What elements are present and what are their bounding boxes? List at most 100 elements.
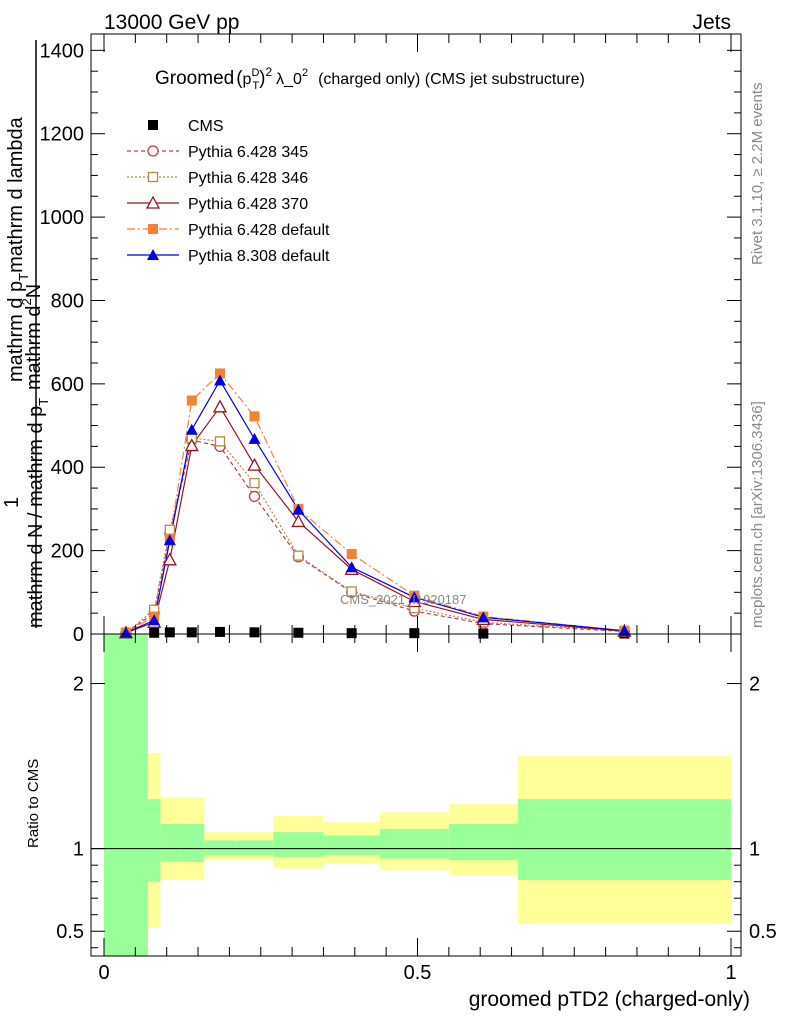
series-point-cms <box>214 626 225 637</box>
ratio-bands <box>91 634 741 956</box>
title-pt-sup: D <box>251 67 259 79</box>
ratio-band-inner <box>379 828 449 859</box>
series-point-p370 <box>291 514 306 528</box>
ratio-plot-frame <box>90 633 742 957</box>
series-point-p370 <box>162 552 177 566</box>
header-left: 13000 GeV pp <box>104 11 239 34</box>
x-axis-label: groomed pTD2 (charged-only) <box>469 988 750 1011</box>
ratio-band-inner <box>104 634 148 956</box>
ratio-y-tick-label: 2 <box>73 674 84 696</box>
legend-label-p345: Pythia 6.428 345 <box>188 144 308 161</box>
axis-tick-labels: 0 200 400 600 800 1000 1200 1400 0.5 0.5 1 1 2 2 0 0.5 1 <box>40 40 777 984</box>
legend-marker-p370 <box>145 195 161 209</box>
series-point-p8def <box>618 624 631 636</box>
series-point-p370 <box>247 457 262 471</box>
title-rest: (charged only) (CMS jet substructure) <box>318 71 585 88</box>
ylabel-top-c: mathrm d p <box>5 281 27 382</box>
main-y-tick-label: 1200 <box>40 124 85 146</box>
series-point-cms <box>293 627 304 638</box>
plot-title: Groomed (pD T)2 λ_02 (charged only) (CMS jet… <box>155 65 585 92</box>
series-point-p8def <box>213 374 226 386</box>
title-pt-sub: T <box>252 80 259 92</box>
legend-marker-p6def <box>148 224 158 234</box>
series-point-p8def <box>163 534 176 546</box>
ratio-band-inner <box>517 799 731 881</box>
series-point-p345 <box>248 490 261 503</box>
legend-label-p6def: Pythia 6.428 default <box>188 222 330 239</box>
ratio-band-inner <box>160 823 180 862</box>
legend-label-p8def: Pythia 8.308 default <box>188 248 330 265</box>
title-lambda-sup: 2 <box>302 67 308 79</box>
series-point-p370 <box>184 438 199 452</box>
series-point-p346 <box>164 524 175 535</box>
ratio-band-inner <box>273 832 324 857</box>
series-point-p346 <box>346 586 357 597</box>
legend-marker-cms <box>148 120 158 130</box>
ratio-band-inner <box>448 823 518 861</box>
series-point-p8def <box>185 423 198 435</box>
main-y-tick-label: 400 <box>51 457 84 479</box>
series-point-cms <box>164 627 175 638</box>
ratio-y-tick-label-right: 1 <box>749 839 760 861</box>
series-point-cms <box>346 628 357 639</box>
ylabel-bottom-sub: T <box>36 398 51 406</box>
ratio-band-inner <box>323 835 380 856</box>
series-point-p346 <box>293 550 304 561</box>
legend-label-cms: CMS <box>188 118 224 135</box>
ratio-band-inner <box>235 840 274 856</box>
series-point-p8def <box>345 561 358 573</box>
main-ylabel-upper: mathrm d pTmathrm d lambda <box>5 116 31 382</box>
main-y-tick-label: 1400 <box>40 40 85 62</box>
series-point-p8def <box>408 591 421 603</box>
series-point-cms <box>186 627 197 638</box>
series-point-p8def <box>148 614 161 626</box>
ylabel-top-a: mathrm d <box>23 306 45 390</box>
title-main: Groomed <box>155 68 234 89</box>
series-point-p6def <box>186 395 197 406</box>
ylabel-top-b: N <box>23 284 45 298</box>
legend-marker-p8def <box>147 249 159 260</box>
series-point-p8def <box>248 432 261 444</box>
axis-ticks <box>91 34 741 956</box>
series-point-p6def <box>346 548 357 559</box>
main-y-tick-label: 200 <box>51 541 84 563</box>
watermark: CMS_2021_I1920187 <box>340 592 467 607</box>
rivet-label: Rivet 3.1.10, ≥ 2.2M events <box>749 83 766 266</box>
legend-marker-p346 <box>147 171 159 183</box>
main-y-tick-label: 1000 <box>40 207 85 229</box>
x-tick-label: 0.5 <box>404 962 432 984</box>
series-point-cms <box>149 627 160 638</box>
ratio-ylabel: Ratio to CMS <box>25 759 42 848</box>
legend-marker-p345 <box>147 145 159 157</box>
main-series-markers <box>118 368 632 639</box>
legend-label-p346: Pythia 6.428 346 <box>188 170 308 187</box>
ylabel-top-d: mathrm d lambda <box>5 116 27 272</box>
series-point-p6def <box>249 411 260 422</box>
series-point-p6def <box>214 368 225 379</box>
series-point-p8def <box>292 503 305 515</box>
ratio-y-tick-label-right: 0.5 <box>749 921 777 943</box>
series-point-p346 <box>249 477 260 489</box>
series-point-cms <box>409 628 420 639</box>
ratio-band-inner <box>204 840 236 856</box>
series-line-p346 <box>125 437 625 634</box>
main-y-tick-label: 0 <box>73 624 84 646</box>
x-tick-label: 1 <box>725 962 736 984</box>
svg-text:mathrm d N / mathrm d pT: mathrm d N / mathrm d pT <box>25 398 51 628</box>
ratio-y-tick-label-right: 2 <box>749 674 760 696</box>
title-pt: p <box>243 71 252 88</box>
series-point-cms <box>249 627 260 638</box>
legend: CMS Pythia 6.428 345 Pythia 6.428 346 Pythi… <box>127 118 330 265</box>
legend-label-p370: Pythia 6.428 370 <box>188 196 308 213</box>
ratio-y-tick-label: 1 <box>73 839 84 861</box>
main-y-tick-label: 800 <box>51 290 84 312</box>
header-right: Jets <box>692 11 731 34</box>
ylabel-top-c-sub: T <box>16 273 31 281</box>
ratio-y-tick-label: 0.5 <box>56 921 84 943</box>
mcplots-label: mcplots.cern.ch [arXiv:1306.3436] <box>749 401 766 628</box>
series-point-p370 <box>212 399 228 413</box>
ylabel-top-a-sup: 2 <box>19 298 34 305</box>
svg-text:mathrm d pTmathrm d lambda: mathrm d pTmathrm d lambda <box>5 116 31 382</box>
title-lambda: λ_0 <box>276 71 302 88</box>
